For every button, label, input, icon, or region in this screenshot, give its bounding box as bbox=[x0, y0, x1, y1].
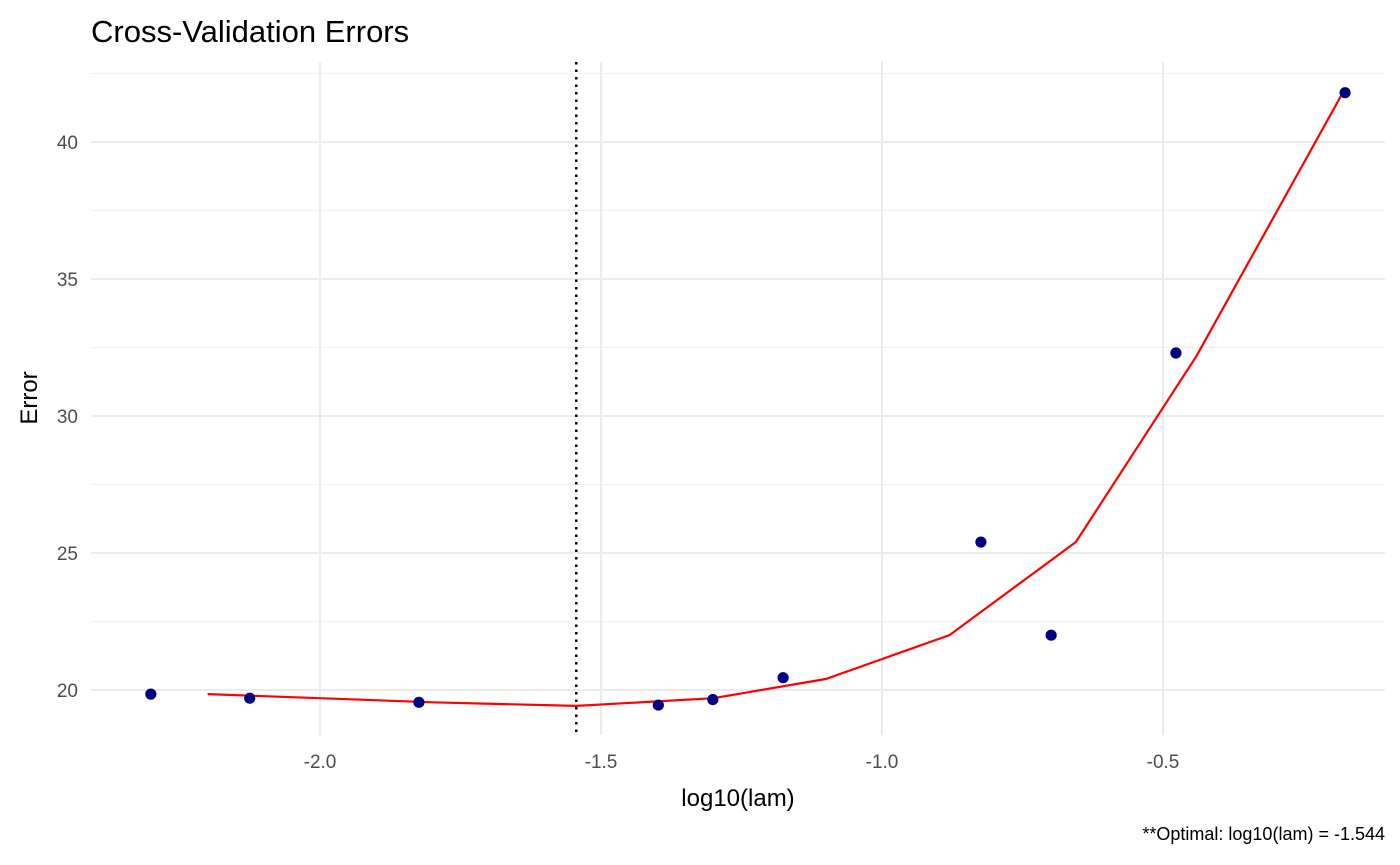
x-tick-label: -1.0 bbox=[866, 752, 899, 773]
x-tick-label: -0.5 bbox=[1147, 752, 1180, 773]
cv-error-point bbox=[1045, 629, 1057, 641]
y-axis-ticks: 20 25 30 35 40 bbox=[57, 133, 78, 702]
x-axis-title: log10(lam) bbox=[681, 785, 794, 812]
x-tick-label: -1.5 bbox=[585, 752, 618, 773]
y-tick-label: 25 bbox=[57, 544, 78, 565]
x-axis-ticks: -2.0 -1.5 -1.0 -0.5 bbox=[304, 752, 1180, 773]
y-tick-label: 30 bbox=[57, 407, 78, 428]
y-tick-label: 40 bbox=[57, 133, 78, 154]
cv-error-point bbox=[652, 699, 664, 711]
y-tick-label: 35 bbox=[57, 270, 78, 291]
cv-error-point bbox=[975, 536, 987, 548]
cv-error-point bbox=[244, 692, 256, 704]
cv-error-point bbox=[413, 696, 425, 708]
grid bbox=[91, 62, 1385, 735]
cv-error-point bbox=[1339, 87, 1351, 99]
y-tick-label: 20 bbox=[57, 681, 78, 702]
cv-error-point bbox=[707, 693, 719, 706]
x-tick-label: -2.0 bbox=[304, 752, 337, 773]
cv-error-point bbox=[1170, 347, 1182, 359]
data-points-layer bbox=[145, 87, 1351, 711]
cv-error-point bbox=[777, 672, 789, 684]
fitted-error-line bbox=[207, 92, 1344, 708]
optimal-caption: **Optimal: log10(lam) = -1.544 bbox=[1142, 824, 1385, 844]
cv-error-point bbox=[145, 688, 157, 700]
fitted-line-layer bbox=[207, 92, 1344, 708]
y-axis-title: Error bbox=[16, 371, 43, 424]
chart-title: Cross-Validation Errors bbox=[91, 14, 409, 49]
